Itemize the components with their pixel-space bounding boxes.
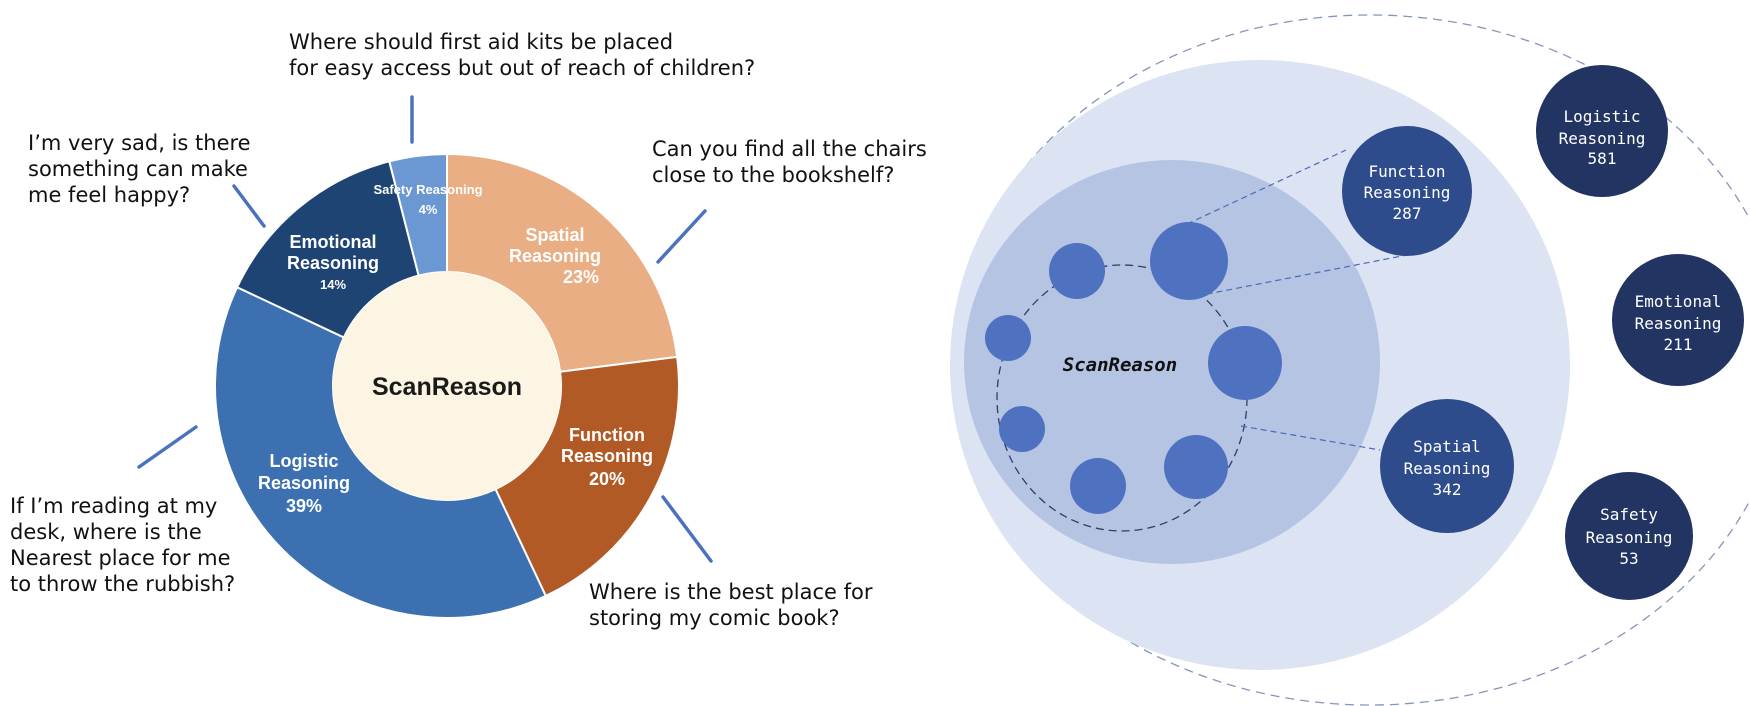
emotional-label-line2: Reasoning bbox=[287, 253, 379, 273]
bubble-spatial-count: 342 bbox=[1433, 480, 1462, 499]
hierarchy-diagram: ScanReason Function Reasoning 287 Spatia… bbox=[950, 14, 1750, 706]
safety-label-line1: Safety Reasoning bbox=[373, 182, 482, 197]
hierarchy-center-label: ScanReason bbox=[1063, 354, 1177, 376]
connector-logistic bbox=[137, 425, 198, 469]
bubble-connectors bbox=[1186, 149, 1413, 451]
question-spatial-line1: Can you find all the chairs bbox=[652, 137, 927, 161]
bubble-safety-line2: Reasoning bbox=[1586, 528, 1673, 547]
spatial-label-line2: Reasoning bbox=[509, 246, 601, 266]
question-logistic-line4: to throw the rubbish? bbox=[10, 572, 235, 596]
question-logistic-line3: Nearest place for me bbox=[10, 546, 231, 570]
connector-function-bubble-bottom bbox=[1186, 253, 1413, 299]
emotional-label-line1: Emotional bbox=[289, 232, 376, 252]
bubble-function: Function Reasoning 287 bbox=[1342, 126, 1472, 256]
question-function-line1: Where is the best place for bbox=[589, 580, 873, 604]
connector-spatial-bubble bbox=[1240, 425, 1381, 451]
bubble-safety-circle bbox=[1565, 472, 1693, 600]
bubble-spatial-circle bbox=[1380, 399, 1514, 533]
bubble-safety-line1: Safety bbox=[1600, 505, 1658, 524]
bubble-emotional-count: 211 bbox=[1664, 335, 1693, 354]
logistic-label-line1: Logistic bbox=[269, 451, 338, 471]
question-function-line2: storing my comic book? bbox=[589, 606, 840, 630]
safety-label-pct: 4% bbox=[419, 202, 438, 217]
donut-hole bbox=[333, 272, 561, 500]
bubble-safety: Safety Reasoning 53 bbox=[1565, 472, 1693, 600]
emotional-label-pct: 14% bbox=[320, 277, 346, 292]
scan-node bbox=[999, 406, 1045, 452]
bubble-logistic-count: 581 bbox=[1588, 149, 1617, 168]
bubble-emotional-line1: Emotional bbox=[1635, 292, 1722, 311]
bubble-logistic-line2: Reasoning bbox=[1559, 129, 1646, 148]
scan-node bbox=[1208, 326, 1282, 400]
bubble-emotional-line2: Reasoning bbox=[1635, 314, 1722, 333]
bubble-emotional-circle bbox=[1612, 254, 1744, 386]
question-emotional-line2: something can make bbox=[28, 157, 248, 181]
bubble-emotional: Emotional Reasoning 211 bbox=[1612, 254, 1744, 386]
function-label-line1: Function bbox=[569, 425, 645, 445]
scan-node bbox=[1150, 222, 1228, 300]
connector-spatial bbox=[656, 209, 707, 264]
function-label-line2: Reasoning bbox=[561, 446, 653, 466]
spatial-label-line1: Spatial bbox=[525, 225, 584, 245]
scan-node bbox=[1070, 458, 1126, 514]
bubble-logistic-line1: Logistic bbox=[1563, 107, 1640, 126]
bubble-function-count: 287 bbox=[1393, 204, 1422, 223]
bubble-spatial-line1: Spatial bbox=[1413, 437, 1480, 456]
scan-node bbox=[1049, 243, 1105, 299]
spatial-label-pct: 23% bbox=[563, 267, 599, 287]
question-spatial-line2: close to the bookshelf? bbox=[652, 163, 894, 187]
bubble-function-circle bbox=[1342, 126, 1472, 256]
segment-label-function: Function Reasoning 20% bbox=[561, 425, 653, 489]
scan-node bbox=[985, 315, 1031, 361]
segment-label-logistic: Logistic Reasoning 39% bbox=[258, 451, 350, 516]
question-logistic-line2: desk, where is the bbox=[10, 520, 202, 544]
question-safety-line1: Where should first aid kits be placed bbox=[289, 30, 673, 54]
logistic-label-pct: 39% bbox=[286, 496, 322, 516]
donut-center-label: ScanReason bbox=[372, 373, 522, 401]
segment-label-safety: Safety Reasoning 4% bbox=[373, 182, 482, 217]
function-label-pct: 20% bbox=[589, 469, 625, 489]
question-emotional-line3: me feel happy? bbox=[28, 183, 190, 207]
segment-label-emotional: Emotional Reasoning 14% bbox=[287, 232, 379, 292]
bubble-logistic-circle bbox=[1536, 65, 1668, 197]
connector-function bbox=[661, 495, 713, 563]
question-safety-line2: for easy access but out of reach of chil… bbox=[289, 56, 755, 80]
bubble-spatial: Spatial Reasoning 342 bbox=[1380, 399, 1514, 533]
question-spatial: Can you find all the chairs close to the… bbox=[652, 137, 927, 187]
scan-nodes bbox=[985, 222, 1282, 514]
question-safety: Where should first aid kits be placed fo… bbox=[289, 30, 755, 80]
bubble-logistic: Logistic Reasoning 581 bbox=[1536, 65, 1668, 197]
bubble-spatial-line2: Reasoning bbox=[1404, 459, 1491, 478]
scan-node bbox=[1164, 435, 1228, 499]
question-emotional: I’m very sad, is there something can mak… bbox=[28, 131, 251, 207]
segment-label-spatial: Spatial Reasoning 23% bbox=[509, 225, 601, 287]
connector-emotional bbox=[232, 184, 266, 228]
question-logistic-line1: If I’m reading at my bbox=[10, 494, 217, 518]
question-function: Where is the best place for storing my c… bbox=[589, 580, 873, 630]
question-connectors bbox=[137, 95, 713, 563]
question-logistic: If I’m reading at my desk, where is the … bbox=[10, 494, 235, 596]
donut-chart: ScanReason Spatial Reasoning 23% Functio… bbox=[214, 152, 680, 619]
bubble-function-line1: Function bbox=[1368, 162, 1445, 181]
logistic-label-line2: Reasoning bbox=[258, 473, 350, 493]
question-emotional-line1: I’m very sad, is there bbox=[28, 131, 251, 155]
bubble-function-line2: Reasoning bbox=[1364, 183, 1451, 202]
bubble-safety-count: 53 bbox=[1619, 549, 1638, 568]
